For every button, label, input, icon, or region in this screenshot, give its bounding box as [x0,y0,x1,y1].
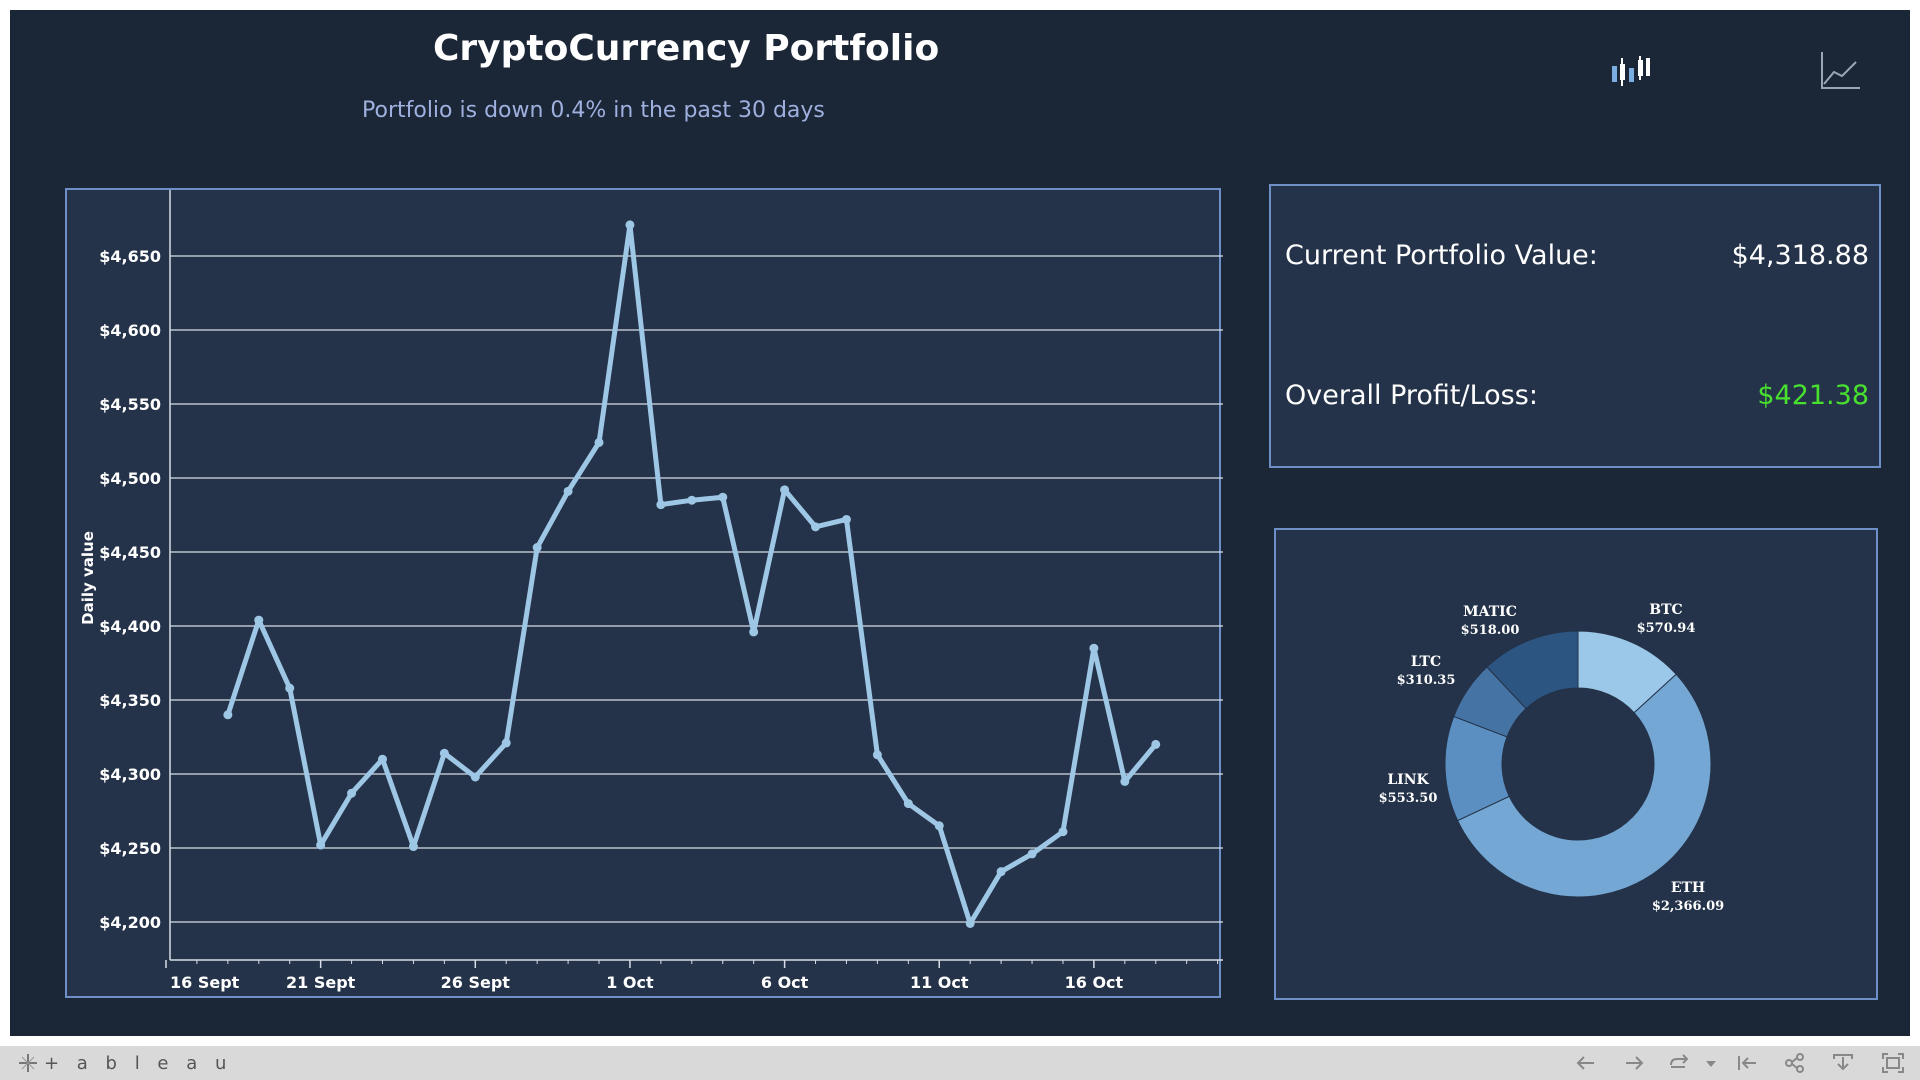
y-tick-label: $4,200 [99,913,161,932]
data-point [903,799,913,809]
x-tick-label: 26 Sept [441,973,511,992]
data-point [563,486,573,496]
data-point [254,615,264,625]
y-tick-label: $4,450 [99,543,161,562]
data-point [996,867,1006,877]
reset-icon[interactable] [1736,1053,1758,1073]
x-tick-label: 6 Oct [761,973,809,992]
data-point [285,683,295,693]
data-point [532,543,542,553]
data-point [687,495,697,505]
y-tick-label: $4,550 [99,395,161,414]
data-point [470,772,480,782]
tableau-logo-icon [19,1054,37,1072]
fullscreen-icon[interactable] [1882,1053,1904,1073]
undo-icon[interactable] [1574,1053,1596,1073]
donut-slice-eth [1456,673,1712,898]
data-point [872,750,882,760]
slice-label: LINK [1387,772,1429,788]
line-chart-icon[interactable] [1818,50,1862,92]
slice-value-label: $553.50 [1379,791,1438,806]
x-tick-label: 16 Oct [1065,973,1124,992]
y-tick-label: $4,650 [99,247,161,266]
data-point [841,514,851,524]
current-value-label: Current Portfolio Value: [1285,240,1598,271]
data-point [780,485,790,495]
slice-value-label: $570.94 [1637,621,1696,636]
y-tick-label: $4,300 [99,765,161,784]
dropdown-icon[interactable] [1704,1053,1718,1073]
y-tick-label: $4,400 [99,617,161,636]
data-point [1058,827,1068,837]
daily-value-chart-panel: $4,200 $4,250 $4,300 $4,350 $4,400 $4,450 $4,5… [65,188,1223,1000]
data-point [718,492,728,502]
share-icon[interactable] [1784,1053,1806,1073]
data-point [316,840,326,850]
tableau-toolbar: + a b l e a u [0,1046,1920,1080]
data-point [934,821,944,831]
y-tick-label: $4,350 [99,691,161,710]
candlestick-chart-icon[interactable] [1608,50,1652,90]
page-title: CryptoCurrency Portfolio [433,28,940,69]
data-point [439,748,449,758]
y-tick-label: $4,250 [99,839,161,858]
data-point [378,754,388,764]
profit-loss-value: $421.38 [1757,380,1869,411]
dashboard-canvas: CryptoCurrency Portfolio Portfolio is do… [10,10,1910,1036]
download-icon[interactable] [1832,1053,1854,1073]
data-point [501,738,511,748]
slice-value-label: $310.35 [1397,673,1456,688]
revert-icon[interactable] [1668,1053,1690,1073]
slice-value-label: $518.00 [1461,623,1520,638]
data-point [408,842,418,852]
allocation-donut-chart[interactable]: BTC $570.94 ETH $2,366.09 LINK $553.50 LTC $310… [1276,530,1880,1002]
slice-value-label: $2,366.09 [1652,899,1724,914]
data-point [1151,739,1161,749]
slice-label: ETH [1671,880,1705,896]
y-axis-title: Daily value [79,531,97,625]
data-point [1089,643,1099,653]
data-point [625,220,635,230]
y-tick-label: $4,500 [99,469,161,488]
data-point [1120,776,1130,786]
slice-label: LTC [1411,654,1441,670]
allocation-donut-panel: BTC $570.94 ETH $2,366.09 LINK $553.50 LTC $310… [1274,528,1878,1000]
kpi-panel: Current Portfolio Value: $4,318.88 Overa… [1269,184,1881,468]
y-tick-label: $4,600 [99,321,161,340]
current-value: $4,318.88 [1731,240,1869,271]
data-point [594,437,604,447]
slice-label: MATIC [1463,604,1517,620]
slice-label: BTC [1649,602,1682,618]
redo-icon[interactable] [1624,1053,1646,1073]
x-tick-label: 21 Sept [286,973,356,992]
x-tick-label: 11 Oct [910,973,969,992]
donut-slice-matic [1486,630,1579,710]
x-tick-label: 16 Sept [170,973,240,992]
tableau-wordmark: + a b l e a u [44,1052,233,1074]
data-point [749,627,759,637]
data-point [1027,849,1037,859]
tableau-logo[interactable]: + a b l e a u [18,1052,232,1074]
data-point [965,918,975,928]
profit-loss-label: Overall Profit/Loss: [1285,380,1538,411]
page-subtitle: Portfolio is down 0.4% in the past 30 da… [362,98,825,123]
x-tick-label: 1 Oct [606,973,654,992]
data-point [811,522,821,532]
data-point [656,500,666,510]
data-point [223,710,233,720]
daily-value-line-chart[interactable]: $4,200 $4,250 $4,300 $4,350 $4,400 $4,450 $4,5… [67,190,1223,1000]
data-point [347,788,357,798]
